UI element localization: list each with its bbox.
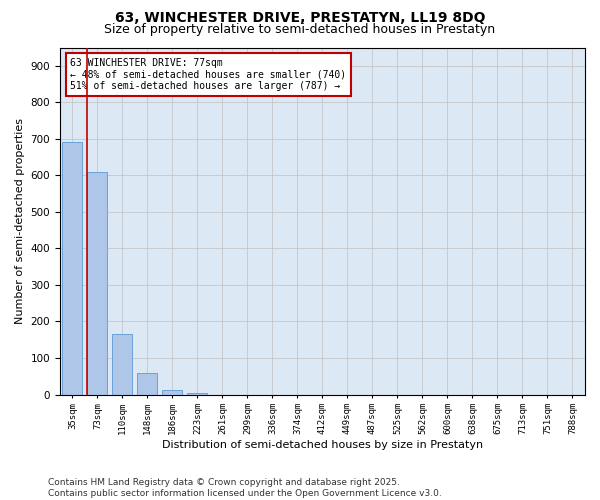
Bar	[88, 172, 107, 394]
Text: Size of property relative to semi-detached houses in Prestatyn: Size of property relative to semi-detach…	[104, 22, 496, 36]
Bar	[137, 372, 157, 394]
Text: 63 WINCHESTER DRIVE: 77sqm
← 48% of semi-detached houses are smaller (740)
51% o: 63 WINCHESTER DRIVE: 77sqm ← 48% of semi…	[70, 58, 347, 91]
Text: 63, WINCHESTER DRIVE, PRESTATYN, LL19 8DQ: 63, WINCHESTER DRIVE, PRESTATYN, LL19 8D…	[115, 11, 485, 25]
Y-axis label: Number of semi-detached properties: Number of semi-detached properties	[15, 118, 25, 324]
Bar	[62, 142, 82, 394]
Text: Contains HM Land Registry data © Crown copyright and database right 2025.
Contai: Contains HM Land Registry data © Crown c…	[48, 478, 442, 498]
X-axis label: Distribution of semi-detached houses by size in Prestatyn: Distribution of semi-detached houses by …	[162, 440, 483, 450]
Bar	[187, 392, 208, 394]
Bar	[163, 390, 182, 394]
Bar	[112, 334, 133, 394]
